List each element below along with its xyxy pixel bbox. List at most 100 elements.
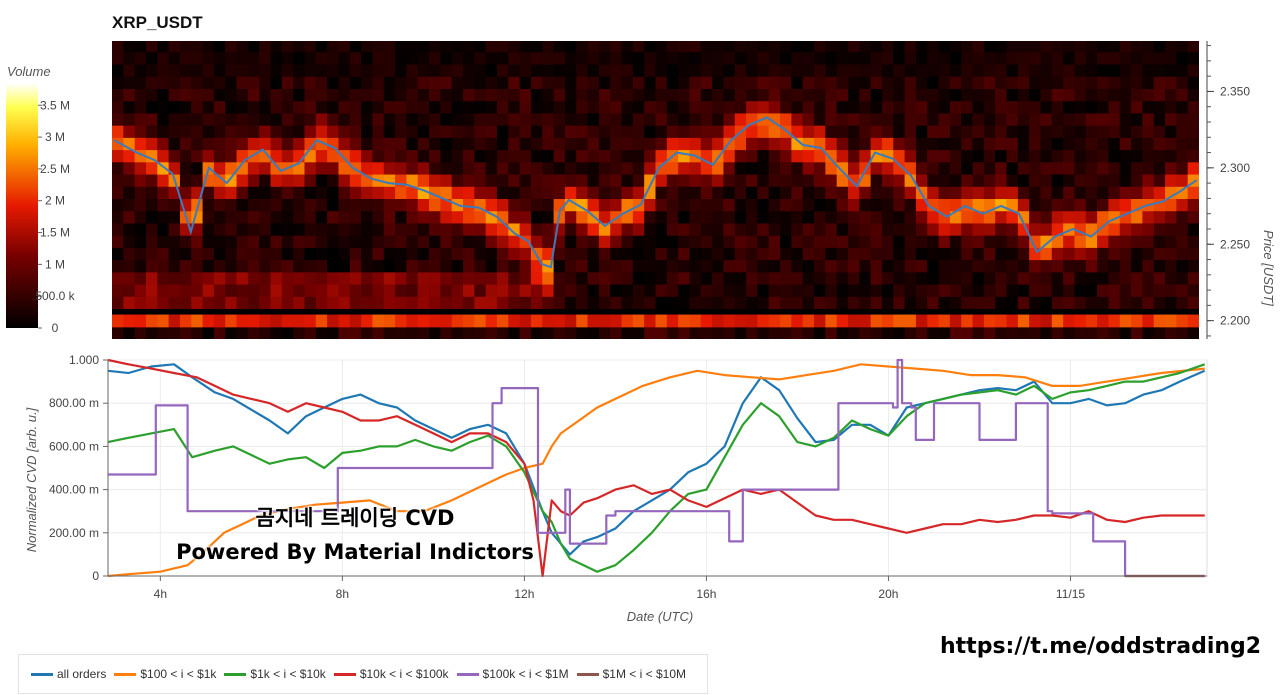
heatmap-cell: [519, 125, 532, 138]
heatmap-cell: [576, 161, 589, 175]
heatmap-cell: [530, 41, 543, 53]
heatmap-cell: [847, 296, 860, 310]
heatmap-cell: [689, 41, 702, 53]
heatmap-cell: [1085, 63, 1098, 77]
heatmap-cell: [349, 186, 362, 200]
heatmap-cell: [463, 326, 475, 339]
heatmap-cell: [757, 88, 770, 102]
heatmap-cell: [881, 51, 894, 65]
heatmap-cell: [293, 41, 306, 53]
heatmap-cell: [145, 247, 158, 261]
heatmap-cell: [780, 259, 792, 273]
heatmap-cell: [576, 76, 589, 89]
price-tick-label: 2.250: [1220, 237, 1250, 251]
heatmap-cell: [564, 41, 577, 53]
heatmap-cell: [1176, 235, 1189, 248]
heatmap-cell: [961, 314, 974, 328]
heatmap-cell: [1142, 296, 1155, 310]
heatmap-cell: [927, 222, 940, 236]
heatmap-cell: [236, 326, 249, 339]
heatmap-cell: [406, 222, 419, 236]
heatmap-cell: [904, 314, 917, 328]
legend-label: $1k < i < $10k: [250, 667, 326, 681]
heatmap-cell: [995, 51, 1008, 65]
heatmap-cell: [1108, 186, 1121, 200]
heatmap-cell: [1017, 112, 1030, 126]
heatmap-cell: [1074, 198, 1087, 212]
heatmap-cell: [598, 125, 611, 138]
heatmap-cell: [191, 259, 204, 273]
heatmap-cell: [1097, 100, 1110, 114]
legend-item[interactable]: $1M < i < $10M: [576, 667, 686, 681]
heatmap-cell: [1029, 161, 1042, 175]
heatmap-cell: [440, 51, 453, 65]
heatmap-cell: [666, 326, 679, 339]
heatmap-cell: [1085, 173, 1098, 187]
heatmap-cell: [1153, 51, 1166, 65]
heatmap-cell: [836, 41, 849, 53]
heatmap-cell: [1074, 88, 1087, 102]
heatmap-cell: [361, 271, 374, 285]
heatmap-cell: [157, 161, 170, 175]
heatmap-cell: [202, 271, 215, 285]
heatmap-cell: [802, 63, 815, 77]
heatmap-cell: [1029, 41, 1042, 53]
heatmap-cell: [734, 76, 747, 89]
heatmap-cell: [949, 271, 962, 285]
heatmap-cell: [338, 259, 351, 273]
heatmap-cell: [712, 271, 725, 285]
heatmap-cell: [508, 314, 521, 328]
heatmap-cell: [678, 161, 691, 175]
heatmap-cell: [655, 259, 668, 273]
telegram-link[interactable]: https://t.me/oddstrading2: [940, 634, 1262, 659]
heatmap-cell: [349, 161, 362, 175]
heatmap-cell: [542, 296, 555, 310]
heatmap-cell: [395, 100, 407, 114]
heatmap-cell: [123, 125, 136, 138]
heatmap-cell: [327, 314, 340, 328]
heatmap-cell: [712, 112, 725, 126]
heatmap-cell: [519, 314, 532, 328]
heatmap-cell: [814, 76, 826, 89]
heatmap-cell: [304, 51, 317, 65]
heatmap-cell: [1040, 125, 1053, 138]
heatmap-cell: [372, 314, 385, 328]
heatmap-cell: [225, 125, 238, 138]
heatmap-cell: [1153, 112, 1166, 126]
heatmap-cell: [508, 161, 521, 175]
legend-item[interactable]: $100k < i < $1M: [456, 667, 569, 681]
heatmap-cell: [587, 137, 600, 151]
legend-item[interactable]: $10k < i < $100k: [333, 667, 449, 681]
legend-item[interactable]: all orders: [31, 667, 106, 681]
heatmap-cell: [123, 271, 136, 285]
heatmap-cell: [1006, 76, 1019, 89]
heatmap-cell: [293, 112, 306, 126]
heatmap-cell: [361, 198, 374, 212]
heatmap-cell: [802, 271, 815, 285]
heatmap-cell: [496, 210, 509, 224]
legend-item[interactable]: $100 < i < $1k: [114, 667, 216, 681]
heatmap-cell: [734, 51, 747, 65]
heatmap-cell: [1085, 271, 1098, 285]
heatmap-cell: [995, 222, 1008, 236]
heatmap-cell: [112, 210, 124, 224]
heatmap-cell: [995, 41, 1008, 53]
heatmap-cell: [225, 283, 238, 297]
heatmap-cell: [179, 51, 192, 65]
heatmap-cell: [802, 296, 815, 310]
heatmap-cell: [712, 210, 725, 224]
heatmap-cell: [983, 235, 996, 248]
heatmap-cell: [632, 41, 645, 53]
heatmap-cell: [474, 88, 487, 102]
heatmap-cell: [123, 88, 136, 102]
heatmap-cell: [361, 296, 374, 310]
heatmap-cell: [179, 76, 192, 89]
legend-item[interactable]: $1k < i < $10k: [224, 667, 326, 681]
heatmap-cell: [293, 63, 306, 77]
heatmap-cell: [802, 326, 815, 339]
heatmap-cell: [1051, 51, 1064, 65]
heatmap-cell: [847, 100, 860, 114]
heatmap-cell: [791, 210, 804, 224]
heatmap-cell: [836, 283, 849, 297]
heatmap-cell: [553, 63, 566, 77]
